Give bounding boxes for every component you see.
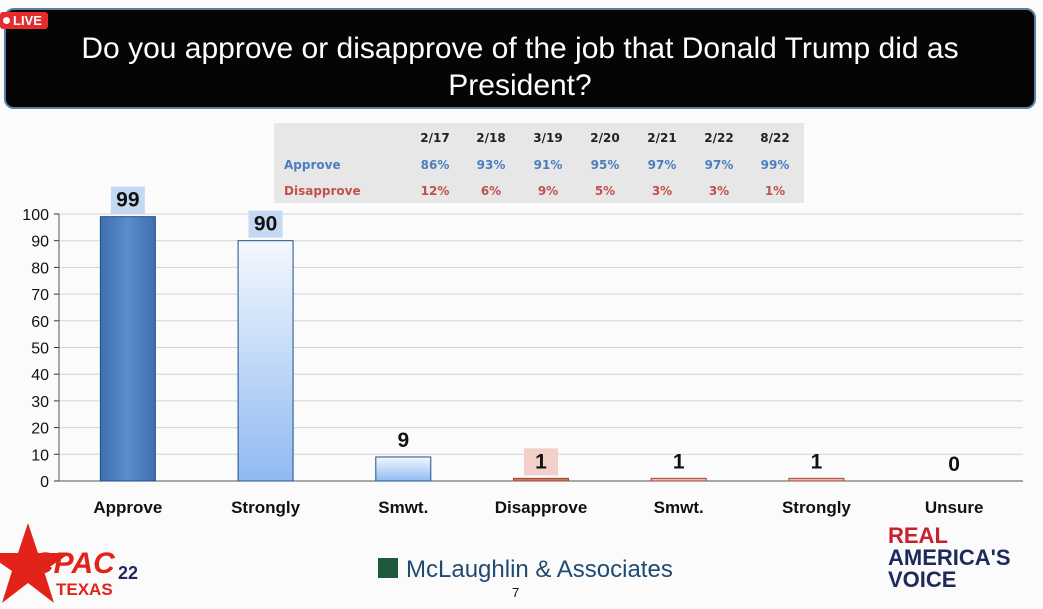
y-tick-label: 90 xyxy=(31,234,49,251)
trend-cell: 93% xyxy=(476,158,506,172)
y-tick-label: 50 xyxy=(31,341,49,358)
trend-row-label: Approve xyxy=(284,158,341,172)
trend-row-label: Disapprove xyxy=(284,184,361,198)
cpac-logo-state: TEXAS xyxy=(56,580,113,599)
y-tick-label: 60 xyxy=(31,314,49,331)
bar xyxy=(513,477,569,482)
data-label: 9 xyxy=(397,429,409,452)
trend-cell: 91% xyxy=(533,158,563,172)
bar xyxy=(237,240,294,482)
x-category-label: Smwt. xyxy=(378,498,428,517)
x-category-label: Strongly xyxy=(231,498,300,517)
slide-title: Do you approve or disapprove of the job … xyxy=(81,32,959,102)
real-americas-voice-logo: REAL AMERICA'S VOICE xyxy=(888,525,1028,595)
data-label: 1 xyxy=(811,450,823,473)
live-dot-icon xyxy=(3,17,10,25)
trend-cell: 99% xyxy=(760,158,790,172)
trend-table: 2/17 2/18 3/19 2/20 2/21 2/22 8/22 Approve 86% 93… xyxy=(274,123,804,203)
trend-date-header: 3/19 xyxy=(533,131,563,145)
y-tick-label: 80 xyxy=(31,260,49,277)
data-label: 99 xyxy=(116,189,139,212)
trend-cell: 97% xyxy=(647,158,677,172)
title-bar: Do you approve or disapprove of the job … xyxy=(4,8,1036,109)
cpac-texas-logo: CPAC 22 TEXAS xyxy=(0,523,138,603)
x-category-label: Unsure xyxy=(925,498,984,517)
mclaughlin-logo: McLaughlin & Associates xyxy=(378,556,673,584)
y-tick-label: 0 xyxy=(40,474,49,491)
page-number: 7 xyxy=(512,585,520,600)
y-tick-label: 30 xyxy=(31,394,49,411)
data-label: 1 xyxy=(673,450,685,473)
live-badge: LIVE xyxy=(0,12,48,29)
trend-cell: 3% xyxy=(651,184,673,198)
y-tick-label: 20 xyxy=(31,421,49,438)
trend-cell: 95% xyxy=(590,158,620,172)
bar xyxy=(788,477,845,482)
cpac-star-icon xyxy=(0,523,70,603)
trend-date-header: 2/17 xyxy=(420,131,450,145)
y-tick-label: 70 xyxy=(31,287,49,304)
bar xyxy=(375,456,432,482)
trend-cell: 97% xyxy=(704,158,734,172)
x-category-label: Smwt. xyxy=(654,498,704,517)
bar xyxy=(99,216,156,482)
y-tick-label: 10 xyxy=(31,447,49,464)
data-label: 0 xyxy=(948,453,960,476)
data-label-background xyxy=(110,186,145,214)
x-category-label: Disapprove xyxy=(495,498,588,517)
data-label: 1 xyxy=(535,450,547,473)
rav-logo-line-3: VOICE xyxy=(888,567,957,592)
trend-cell: 86% xyxy=(420,158,450,172)
trend-cell: 5% xyxy=(594,184,616,198)
live-label: LIVE xyxy=(13,13,42,28)
trend-date-header: 2/20 xyxy=(590,131,620,145)
data-label: 90 xyxy=(254,213,277,236)
data-label-background xyxy=(248,210,283,238)
x-category-label: Approve xyxy=(93,498,162,517)
trend-cell: 6% xyxy=(480,184,502,198)
bar xyxy=(650,477,707,482)
cpac-logo-text: CPAC xyxy=(32,547,116,580)
trend-date-header: 2/21 xyxy=(647,131,677,145)
rav-logo-line-1: REAL xyxy=(888,523,948,548)
mclaughlin-mark-icon xyxy=(378,557,398,578)
mclaughlin-logo-text: McLaughlin & Associates xyxy=(406,556,673,583)
trend-cell: 3% xyxy=(708,184,730,198)
y-tick-label: 40 xyxy=(31,367,49,384)
rav-logo-line-2: AMERICA'S xyxy=(888,545,1011,570)
trend-date-header: 8/22 xyxy=(760,131,790,145)
x-category-label: Strongly xyxy=(782,498,851,517)
trend-cell: 9% xyxy=(537,184,559,198)
y-tick-label: 100 xyxy=(22,207,49,224)
trend-cell: 1% xyxy=(764,184,786,198)
data-label-background xyxy=(524,448,558,476)
trend-cell: 12% xyxy=(420,184,450,198)
trend-date-header: 2/22 xyxy=(704,131,734,145)
trend-date-header: 2/18 xyxy=(476,131,506,145)
cpac-logo-year: 22 xyxy=(118,563,138,583)
